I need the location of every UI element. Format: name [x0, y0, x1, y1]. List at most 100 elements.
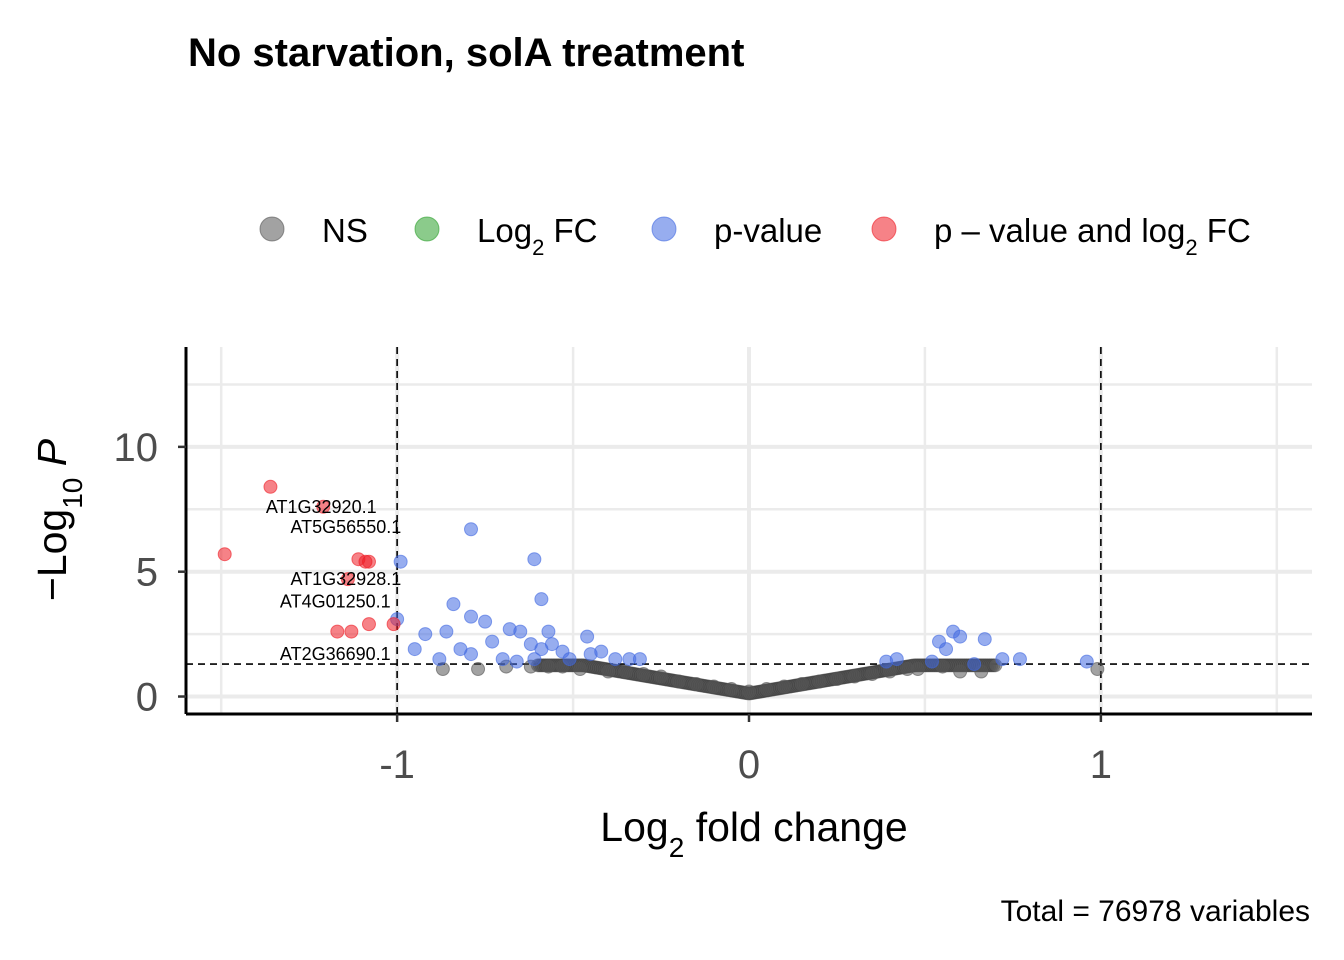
legend-label-p: p-value — [714, 212, 822, 249]
x-tick-label: 1 — [1090, 743, 1112, 787]
p-value-point — [478, 614, 493, 629]
p-and-fc-point — [263, 479, 278, 494]
p-value-point — [534, 642, 549, 657]
p-value-point — [977, 632, 992, 647]
y-axis-title: −Log10 P — [29, 438, 88, 601]
ns-point — [689, 677, 704, 692]
gene-label: AT1G32920.1 — [266, 497, 377, 517]
x-tick-label: 0 — [738, 743, 760, 787]
p-value-point — [527, 652, 542, 667]
legend-label-ns: NS — [322, 212, 368, 249]
p-value-point — [1012, 652, 1027, 667]
p-value-point — [513, 624, 528, 639]
p-value-point — [495, 652, 510, 667]
p-value-point — [541, 624, 556, 639]
ns-point — [812, 674, 827, 689]
legend-label-pfc: p – value and log2 FC — [934, 212, 1251, 260]
ns-point — [865, 667, 880, 682]
ns-point — [742, 684, 756, 699]
gene-label: AT4G01250.1 — [280, 592, 391, 612]
y-tick-label: 10 — [114, 426, 159, 470]
p-value-point — [485, 634, 500, 649]
p-value-point — [509, 654, 524, 669]
p-and-fc-point — [361, 554, 376, 569]
y-axis-title-rest: P — [29, 438, 75, 477]
y-axis-title-sub: 10 — [57, 478, 88, 509]
ns-point — [777, 679, 792, 694]
p-value-point — [418, 627, 433, 642]
ns-point — [618, 664, 633, 679]
p-value-point — [393, 554, 408, 569]
p-value-point — [967, 657, 982, 672]
ns-point — [601, 664, 616, 679]
p-value-point — [407, 642, 422, 657]
legend-key-ns — [259, 216, 285, 242]
p-and-fc-point — [344, 624, 359, 639]
legend-label-fc: Log2 FC — [477, 212, 597, 260]
ns-point — [706, 679, 721, 694]
y-axis-ticks: 0 5 10 — [114, 426, 186, 720]
p-value-point — [527, 552, 542, 567]
p-value-point — [932, 634, 947, 649]
gene-label: AT5G56550.1 — [290, 517, 401, 537]
p-and-fc-point — [330, 624, 345, 639]
gene-label: AT1G32928.1 — [290, 569, 401, 589]
p-and-fc-point — [217, 547, 232, 562]
data-points — [217, 479, 1105, 701]
gridlines — [186, 347, 1312, 714]
x-axis-ticks: -1 0 1 — [379, 714, 1112, 787]
p-value-point — [432, 652, 447, 667]
p-and-fc-point — [361, 617, 376, 632]
x-tick-label: -1 — [379, 743, 415, 787]
p-value-point — [889, 652, 904, 667]
p-value-point — [1079, 654, 1094, 669]
ns-point — [671, 674, 686, 689]
p-value-point — [464, 609, 479, 624]
p-value-point — [924, 654, 939, 669]
p-value-point — [439, 624, 454, 639]
x-axis-title: Log2 fold change — [600, 804, 907, 863]
caption: Total = 76978 variables — [1001, 895, 1310, 928]
p-value-point — [464, 522, 479, 537]
x-axis-title-sub: 2 — [669, 832, 685, 863]
legend-key-fc — [414, 216, 440, 242]
ns-point — [724, 682, 739, 697]
legend-key-pfc — [871, 216, 897, 242]
x-axis-title-rest: fold change — [684, 804, 907, 850]
ns-point — [759, 682, 774, 697]
y-tick-label: 0 — [136, 676, 158, 720]
gene-label: AT2G36690.1 — [280, 644, 391, 664]
p-value-point — [594, 644, 609, 659]
p-value-point — [608, 652, 623, 667]
threshold-lines — [186, 347, 1312, 714]
ns-point — [654, 669, 669, 684]
ns-point — [953, 664, 968, 679]
ns-point — [829, 672, 844, 687]
ns-point — [636, 667, 651, 682]
x-axis-title-main: Log — [600, 804, 668, 850]
ns-point — [1090, 662, 1105, 677]
p-value-point — [632, 652, 647, 667]
p-value-point — [464, 647, 479, 662]
p-value-point — [580, 629, 595, 644]
p-value-point — [534, 592, 549, 607]
y-tick-label: 5 — [136, 551, 158, 595]
p-value-point — [446, 597, 461, 612]
ns-point — [900, 662, 915, 677]
p-value-point — [562, 652, 577, 667]
legend-key-p — [651, 216, 677, 242]
p-value-point — [953, 629, 968, 644]
ns-point — [847, 669, 862, 684]
ns-point — [541, 659, 556, 674]
y-axis-title-main: −Log — [29, 509, 75, 601]
p-value-point — [995, 652, 1010, 667]
p-and-fc-point — [316, 499, 331, 514]
ns-point — [573, 662, 588, 677]
legend: NS Log2 FC p-value p – value and log2 FC — [259, 212, 1251, 260]
p-and-fc-point — [386, 617, 401, 632]
ns-point — [471, 662, 486, 677]
ns-point — [794, 677, 809, 692]
